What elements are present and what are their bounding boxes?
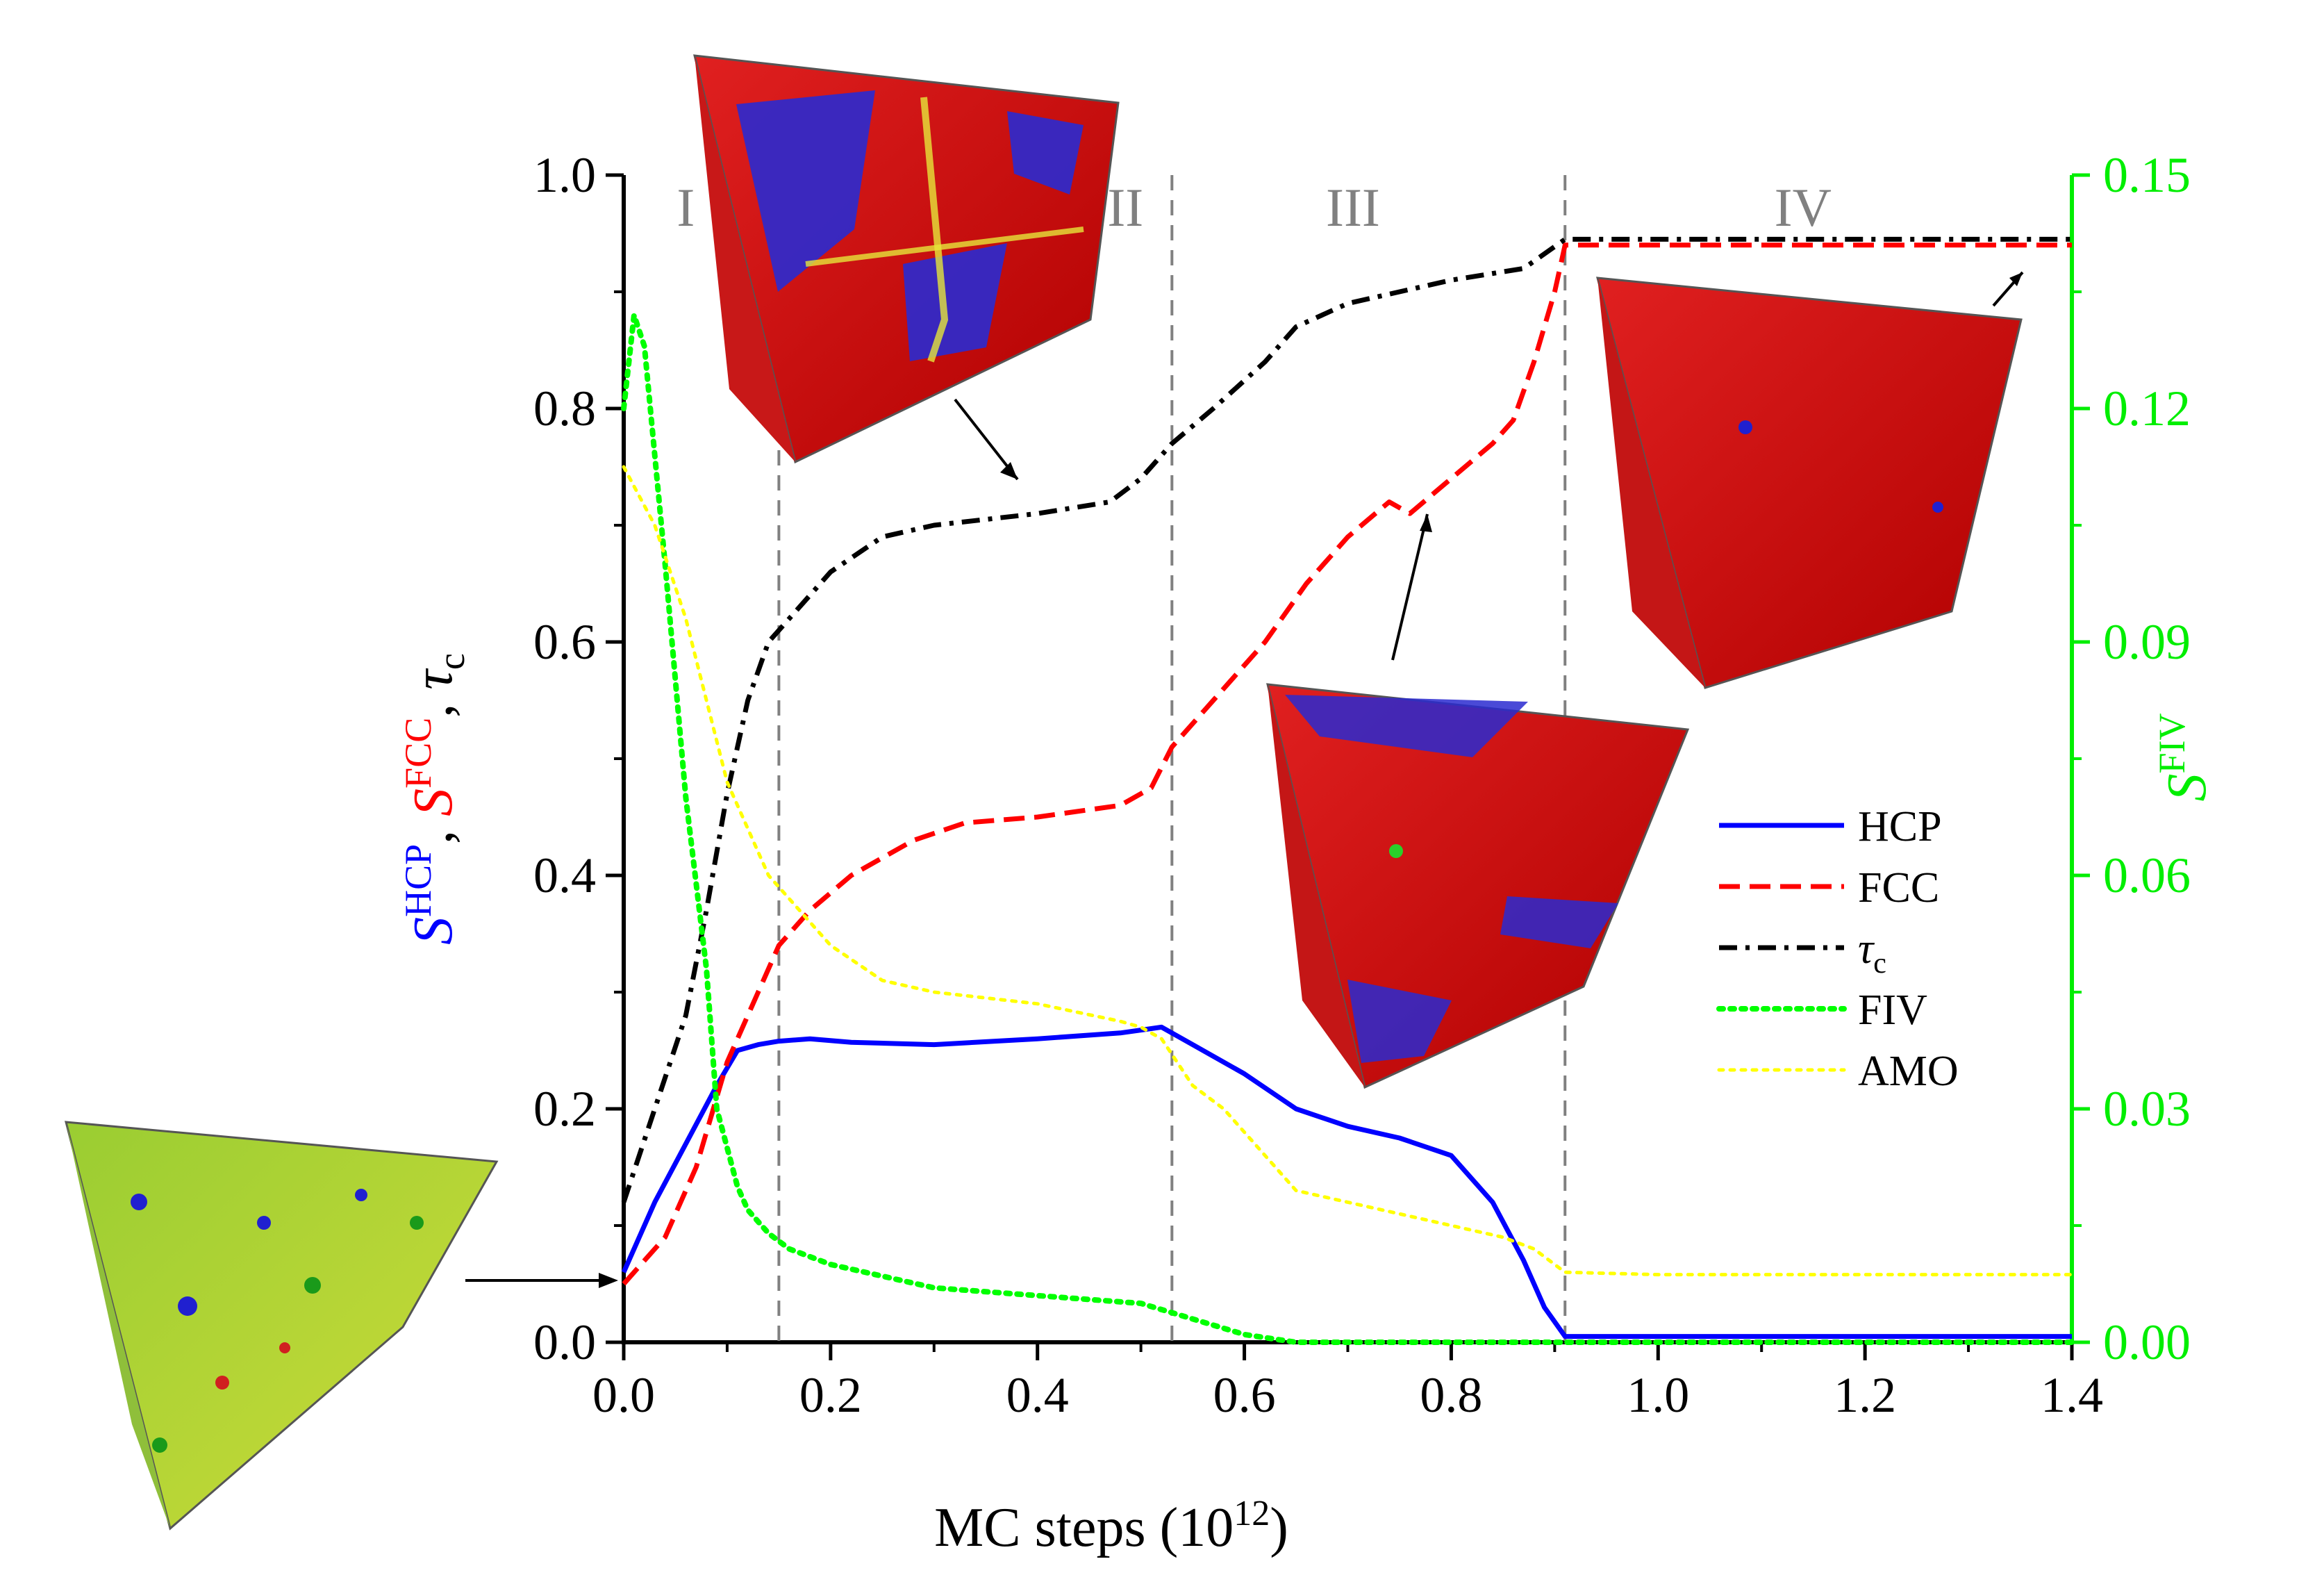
y-right-tick-label: 0.06 [2103,848,2191,903]
snapshot-inset-1 [693,54,1120,464]
x-tick-label: 0.4 [1006,1367,1069,1423]
y-axis-right-title: SFIV [2151,713,2218,801]
y-left-tick-label: 0.0 [533,1314,596,1370]
y-left-tick-label: 0.6 [533,614,596,670]
region-label: IV [1775,177,1832,238]
x-tick-label: 1.4 [2041,1367,2103,1423]
snapshot-inset-0 [65,1121,499,1531]
legend-label: HCP [1858,803,1942,850]
y-axis-left-title: SHCP, SFCC, τc [397,653,472,945]
structure-snapshots [65,54,2024,1531]
legend-label: AMO [1858,1048,1959,1095]
series-line-fcc [622,242,2072,1286]
snapshot-inset-3 [1266,683,1690,1089]
y-right-tick-label: 0.09 [2103,614,2191,670]
y-right-tick-label: 0.00 [2103,1314,2191,1370]
snapshot-3-arrow [1391,513,1429,661]
y-right-tick-label: 0.15 [2103,147,2191,203]
region-label: II [1107,177,1143,238]
legend-label: τc [1858,925,1886,980]
x-tick-label: 0.6 [1213,1367,1276,1423]
x-tick-label: 0.0 [592,1367,655,1423]
y-right-tick-label: 0.12 [2103,381,2191,436]
x-tick-label: 1.0 [1627,1367,1689,1423]
y-left-tick-label: 0.4 [533,848,596,903]
y-right-tick-label: 0.03 [2103,1081,2191,1137]
region-labels: I II III IV [677,177,1832,238]
x-tick-label: 0.8 [1420,1367,1482,1423]
legend-label: FIV [1858,987,1927,1034]
y-left-tick-label: 0.8 [533,381,596,436]
y-left-tick-label: 1.0 [533,147,596,203]
region-label: I [677,177,695,238]
x-tick-label: 0.2 [799,1367,862,1423]
series-line-fiv [621,312,2075,1345]
legend: HCP FCC τc FIV AMO [1716,803,1959,1095]
x-ticks: 0.0 0.2 0.4 0.6 0.8 1.0 1.2 1.4 [592,1342,2103,1423]
series-group [621,236,2075,1345]
x-axis-title: MC steps (1012) [934,1494,1288,1558]
legend-label: FCC [1858,864,1939,912]
y-left-ticks: 0.0 0.2 0.4 0.6 0.8 1.0 [533,147,624,1370]
series-line-amo [622,465,2074,1277]
x-tick-label: 1.2 [1834,1367,1896,1423]
y-right-ticks: 0.00 0.03 0.06 0.09 0.12 0.15 [2072,147,2191,1370]
snapshot-inset-4 [1596,277,2023,689]
region-label: III [1326,177,1380,238]
y-left-tick-label: 0.2 [533,1081,596,1137]
series-line-hcp [621,1024,2072,1339]
